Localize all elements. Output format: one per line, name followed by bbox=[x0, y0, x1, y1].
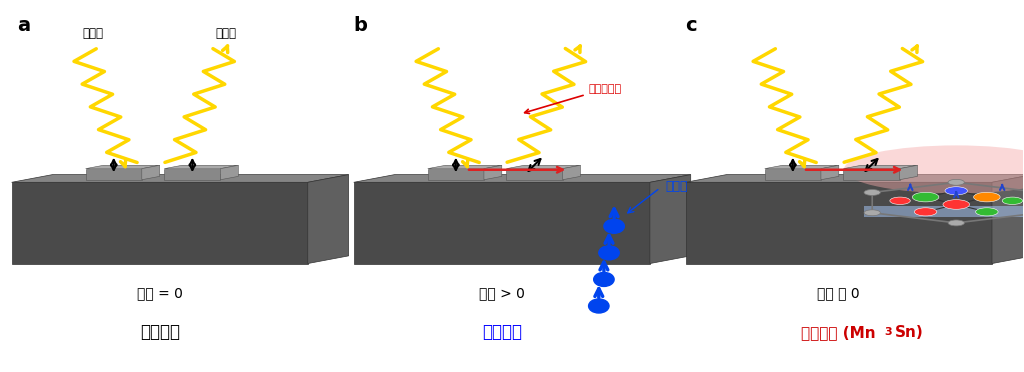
Polygon shape bbox=[11, 174, 348, 182]
Polygon shape bbox=[686, 182, 992, 263]
Polygon shape bbox=[899, 165, 918, 180]
Circle shape bbox=[864, 210, 881, 216]
Text: 磁化 > 0: 磁化 > 0 bbox=[479, 286, 524, 300]
Polygon shape bbox=[428, 165, 502, 169]
Text: 入射光: 入射光 bbox=[83, 27, 103, 40]
Circle shape bbox=[945, 187, 968, 195]
Polygon shape bbox=[864, 206, 1024, 217]
Ellipse shape bbox=[599, 246, 620, 260]
Circle shape bbox=[943, 200, 970, 209]
Text: 強磁性体: 強磁性体 bbox=[481, 323, 522, 341]
Text: 常磁性体: 常磁性体 bbox=[139, 323, 179, 341]
Ellipse shape bbox=[589, 299, 609, 313]
Text: 磁化 〜 0: 磁化 〜 0 bbox=[817, 286, 860, 300]
Polygon shape bbox=[844, 165, 918, 169]
Text: c: c bbox=[686, 16, 697, 35]
Polygon shape bbox=[428, 169, 484, 180]
Polygon shape bbox=[86, 165, 160, 169]
Text: 3: 3 bbox=[885, 327, 892, 337]
Circle shape bbox=[948, 179, 965, 185]
Polygon shape bbox=[220, 165, 239, 180]
Polygon shape bbox=[484, 165, 502, 180]
Polygon shape bbox=[353, 174, 691, 182]
Polygon shape bbox=[141, 165, 160, 180]
Polygon shape bbox=[844, 169, 899, 180]
Circle shape bbox=[976, 208, 998, 216]
Text: 反射光: 反射光 bbox=[216, 27, 237, 40]
Polygon shape bbox=[164, 169, 220, 180]
Text: スピン: スピン bbox=[666, 180, 688, 192]
Circle shape bbox=[948, 220, 965, 226]
Polygon shape bbox=[86, 169, 141, 180]
Polygon shape bbox=[821, 165, 839, 180]
Circle shape bbox=[890, 197, 910, 205]
Text: カー回転角: カー回転角 bbox=[524, 84, 622, 113]
Polygon shape bbox=[507, 169, 562, 180]
Text: 磁化 = 0: 磁化 = 0 bbox=[137, 286, 182, 300]
Polygon shape bbox=[992, 174, 1024, 263]
Polygon shape bbox=[308, 174, 348, 263]
Circle shape bbox=[974, 192, 1000, 202]
Polygon shape bbox=[686, 174, 1024, 182]
Text: b: b bbox=[353, 16, 368, 35]
Ellipse shape bbox=[604, 219, 625, 233]
Polygon shape bbox=[650, 174, 691, 263]
Polygon shape bbox=[11, 182, 308, 263]
Circle shape bbox=[914, 208, 937, 216]
Polygon shape bbox=[507, 165, 581, 169]
Polygon shape bbox=[353, 182, 650, 263]
Text: a: a bbox=[16, 16, 30, 35]
Polygon shape bbox=[562, 165, 581, 180]
Polygon shape bbox=[765, 169, 821, 180]
Text: 反磁性体 (Mn: 反磁性体 (Mn bbox=[802, 326, 877, 340]
Polygon shape bbox=[765, 165, 839, 169]
Text: Sn): Sn) bbox=[895, 326, 924, 340]
Circle shape bbox=[912, 192, 939, 202]
Circle shape bbox=[1002, 197, 1023, 205]
Circle shape bbox=[864, 189, 881, 195]
Ellipse shape bbox=[844, 145, 1024, 193]
Polygon shape bbox=[164, 165, 239, 169]
Ellipse shape bbox=[594, 272, 614, 286]
